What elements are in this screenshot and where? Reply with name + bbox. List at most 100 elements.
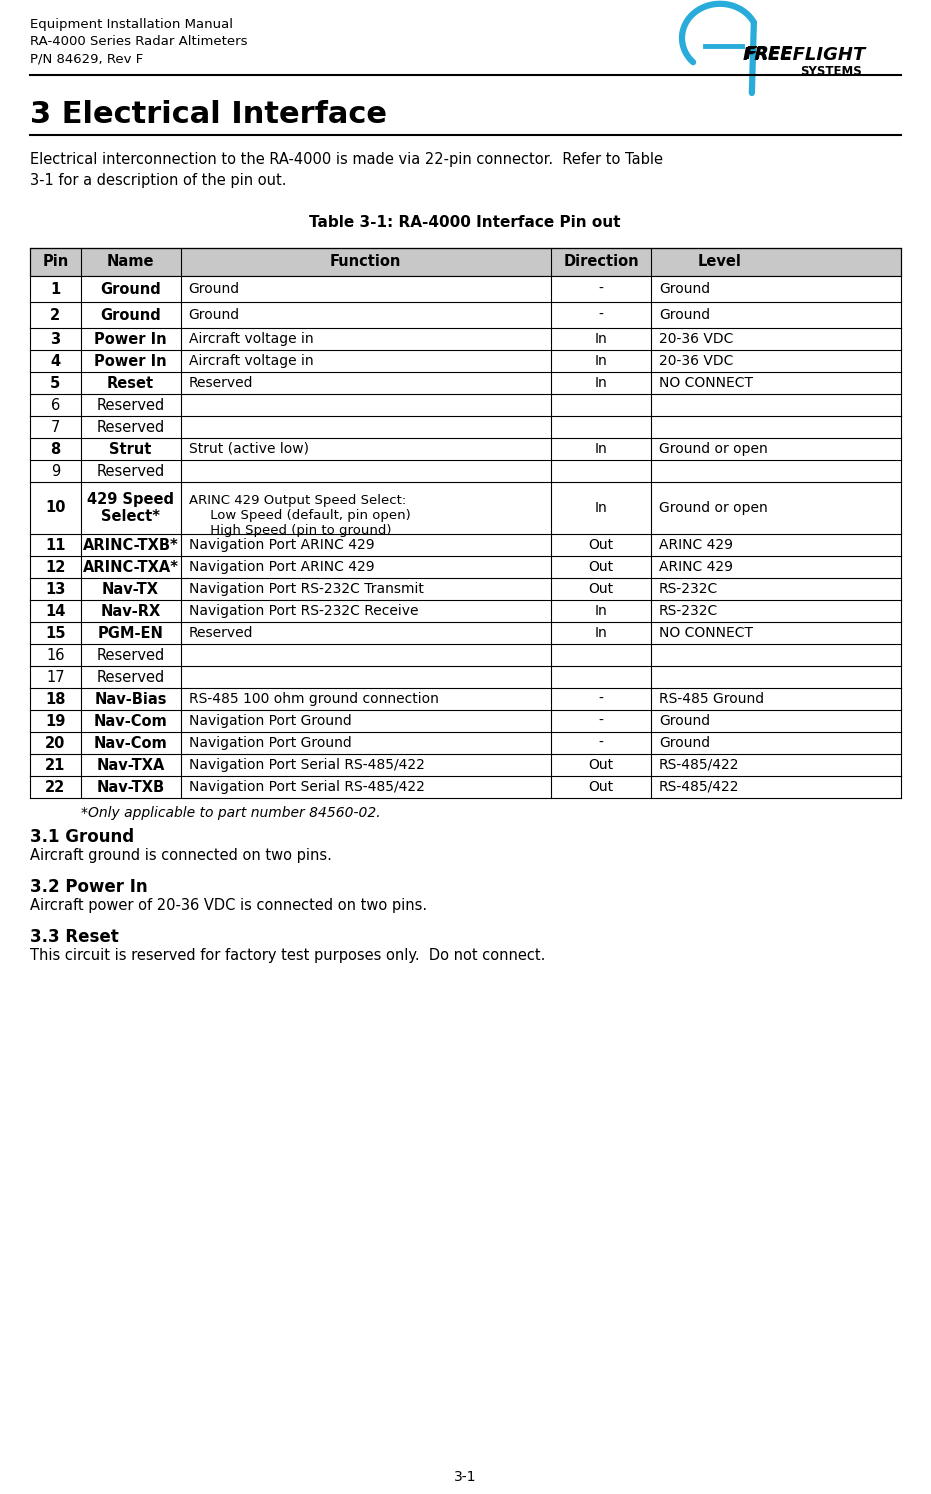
Text: 12: 12 [45, 559, 65, 575]
Bar [30, 556, 901, 578]
Text: FREEFLIGHT: FREEFLIGHT [743, 46, 866, 64]
Text: Navigation Port RS-232C Receive: Navigation Port RS-232C Receive [189, 604, 418, 619]
Bar [30, 622, 901, 644]
Text: F: F [745, 45, 757, 63]
Text: In: In [595, 604, 607, 619]
Text: 21: 21 [45, 757, 65, 772]
Text: 3: 3 [50, 332, 61, 347]
Text: Out: Out [588, 757, 614, 772]
Text: NO CONNECT: NO CONNECT [659, 626, 753, 639]
Text: Reserved: Reserved [97, 647, 165, 662]
Text: In: In [595, 442, 607, 456]
Text: ARINC-TXA*: ARINC-TXA* [83, 559, 179, 575]
Text: Reserved: Reserved [97, 669, 165, 684]
Bar [30, 302, 901, 329]
Text: Out: Out [588, 780, 614, 793]
Text: 3-1: 3-1 [453, 1470, 477, 1484]
Text: Ground or open: Ground or open [659, 500, 768, 515]
Bar [30, 578, 901, 601]
Bar [30, 732, 901, 754]
Text: RS-485 Ground: RS-485 Ground [659, 692, 764, 707]
Text: Reserved: Reserved [189, 626, 253, 639]
Text: Strut (active low): Strut (active low) [189, 442, 309, 456]
Bar [30, 483, 901, 533]
Text: Navigation Port Serial RS-485/422: Navigation Port Serial RS-485/422 [189, 780, 425, 793]
Text: Aircraft voltage in: Aircraft voltage in [189, 332, 314, 347]
Text: RS-232C: RS-232C [659, 604, 719, 619]
Text: Equipment Installation Manual: Equipment Installation Manual [30, 18, 233, 31]
Text: 13: 13 [45, 581, 65, 596]
Bar [30, 415, 901, 438]
Text: Aircraft ground is connected on two pins.: Aircraft ground is connected on two pins… [30, 849, 331, 864]
Text: Reserved: Reserved [97, 463, 165, 478]
Text: 19: 19 [45, 714, 65, 729]
Bar [30, 460, 901, 483]
Text: Nav-RX: Nav-RX [101, 604, 161, 619]
Text: Nav-Com: Nav-Com [94, 714, 168, 729]
Text: 4: 4 [50, 354, 61, 369]
Bar [30, 601, 901, 622]
Text: 16: 16 [46, 647, 64, 662]
Text: PGM-EN: PGM-EN [98, 626, 164, 641]
Bar [30, 372, 901, 394]
Text: Direction: Direction [563, 254, 639, 269]
Text: Ground: Ground [101, 308, 161, 323]
Text: Ground: Ground [659, 714, 710, 728]
Text: In: In [595, 354, 607, 368]
Text: Navigation Port ARINC 429: Navigation Port ARINC 429 [189, 538, 374, 551]
Bar [30, 350, 901, 372]
Text: 3.3 Reset: 3.3 Reset [30, 928, 119, 946]
Text: RS-485 100 ohm ground connection: RS-485 100 ohm ground connection [189, 692, 439, 707]
Text: 1: 1 [50, 281, 61, 296]
Text: -: - [599, 714, 603, 728]
Text: Ground: Ground [101, 281, 161, 296]
Text: 15: 15 [45, 626, 65, 641]
Text: Pin: Pin [42, 254, 68, 269]
Text: 17: 17 [46, 669, 64, 684]
Text: ARINC-TXB*: ARINC-TXB* [83, 538, 179, 553]
Text: 8: 8 [50, 442, 61, 457]
Text: Table 3-1: RA-4000 Interface Pin out: Table 3-1: RA-4000 Interface Pin out [309, 215, 621, 230]
Text: 10: 10 [45, 500, 65, 515]
Text: Navigation Port Ground: Navigation Port Ground [189, 714, 351, 728]
Text: Navigation Port RS-232C Transmit: Navigation Port RS-232C Transmit [189, 583, 424, 596]
Text: RS-485/422: RS-485/422 [659, 757, 739, 772]
Text: Ground: Ground [659, 308, 710, 323]
Text: RS-485/422: RS-485/422 [659, 780, 739, 793]
Text: Reserved: Reserved [97, 420, 165, 435]
Text: SYSTEMS: SYSTEMS [800, 66, 862, 78]
Text: 7: 7 [50, 420, 60, 435]
Text: Navigation Port ARINC 429: Navigation Port ARINC 429 [189, 560, 374, 574]
Text: 14: 14 [45, 604, 65, 619]
Bar [30, 644, 901, 666]
Text: 429 Speed
Select*: 429 Speed Select* [88, 492, 174, 524]
Text: In: In [595, 500, 607, 515]
Bar [30, 775, 901, 798]
Text: 2: 2 [50, 308, 61, 323]
Text: 18: 18 [45, 692, 65, 707]
Text: ARINC 429: ARINC 429 [659, 538, 733, 551]
Text: Nav-TXB: Nav-TXB [97, 780, 165, 795]
Text: 20-36 VDC: 20-36 VDC [659, 354, 734, 368]
Bar [30, 533, 901, 556]
Text: High Speed (pin to ground): High Speed (pin to ground) [189, 523, 391, 536]
Text: 3.2 Power In: 3.2 Power In [30, 878, 148, 896]
Text: 20: 20 [45, 735, 65, 750]
Text: Ground: Ground [659, 282, 710, 296]
Text: Strut: Strut [110, 442, 152, 457]
Text: Reserved: Reserved [189, 376, 253, 390]
Text: ARINC 429: ARINC 429 [659, 560, 733, 574]
Text: -: - [599, 282, 603, 296]
Text: Navigation Port Serial RS-485/422: Navigation Port Serial RS-485/422 [189, 757, 425, 772]
Text: P/N 84629, Rev F: P/N 84629, Rev F [30, 52, 143, 66]
Text: Ground: Ground [659, 737, 710, 750]
Text: *Only applicable to part number 84560-02.: *Only applicable to part number 84560-02… [80, 805, 380, 820]
Text: 6: 6 [50, 397, 60, 412]
Text: -: - [599, 308, 603, 323]
Text: Function: Function [331, 254, 401, 269]
Text: 20-36 VDC: 20-36 VDC [659, 332, 734, 347]
Text: In: In [595, 626, 607, 639]
Text: Low Speed (default, pin open): Low Speed (default, pin open) [189, 509, 411, 521]
Text: -: - [599, 692, 603, 707]
Text: Ground or open: Ground or open [659, 442, 768, 456]
